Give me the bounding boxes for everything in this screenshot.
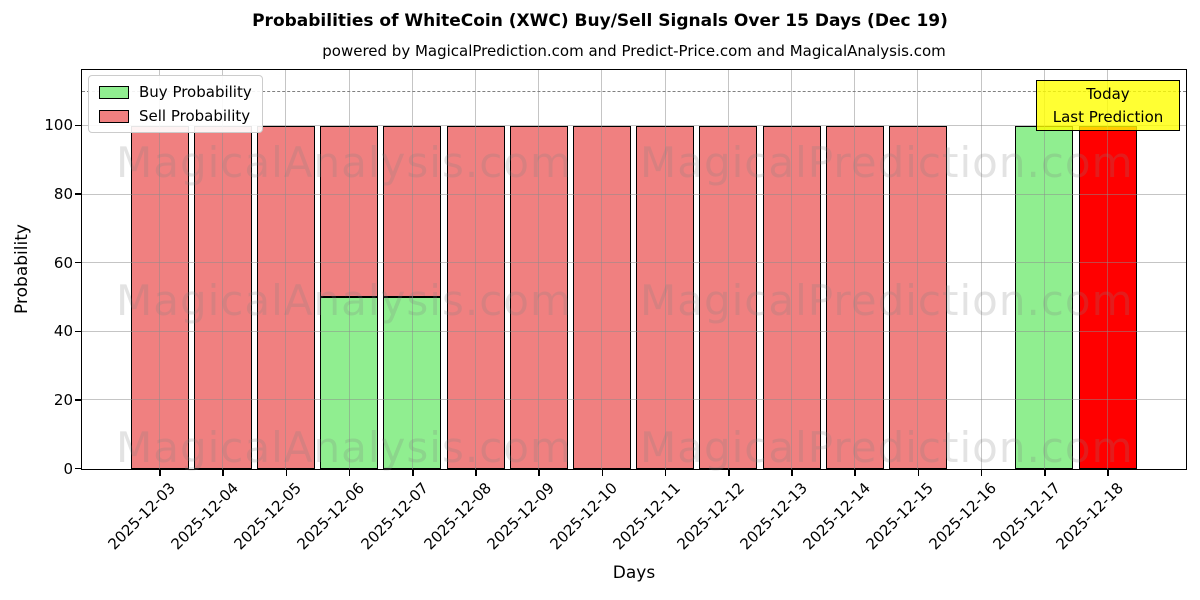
watermark-text: MagicalAnalysis.com [116,276,572,325]
gridline-vertical [348,70,350,469]
y-tick-label: 0 [63,459,73,478]
y-tick-mark [75,467,81,470]
x-axis-label: Days [612,563,656,583]
x-tick-label: 2025-12-03 [104,479,179,554]
x-tick-label: 2025-12-04 [167,479,242,554]
x-tick-mark [601,470,604,476]
x-tick-label: 2025-12-07 [357,479,432,554]
watermark-text: MagicalPrediction.com [640,138,1134,187]
x-tick-label: 2025-12-17 [989,479,1064,554]
gridline-vertical [222,70,224,469]
x-tick-label: 2025-12-13 [736,479,811,554]
legend: Buy Probability Sell Probability [88,75,263,133]
legend-item-buy: Buy Probability [99,83,252,101]
x-tick-label: 2025-12-18 [1052,479,1127,554]
gridline-vertical [1107,70,1108,469]
gridline-vertical [601,70,603,469]
x-tick-mark [1107,470,1109,476]
watermark-text: MagicalPrediction.com [640,276,1134,325]
chart-subtitle: powered by MagicalPrediction.com and Pre… [322,42,946,60]
today-annotation: Today Last Prediction [1036,80,1180,131]
plot-area: Buy Probability Sell Probability Today L… [81,69,1187,472]
gridline-vertical [727,70,729,469]
x-tick-label: 2025-12-12 [673,479,748,554]
gridline-vertical [538,70,540,469]
buy-probability-swatch-icon [99,85,129,99]
x-tick-label: 2025-12-14 [799,479,874,554]
annotation-line-2: Last Prediction [1052,107,1164,126]
gridline-vertical [980,70,982,469]
y-tick-mark [75,193,81,195]
y-tick-label: 40 [53,322,73,341]
x-tick-label: 2025-12-11 [609,479,685,554]
x-tick-label: 2025-12-15 [862,479,938,554]
threshold-line [82,90,1186,92]
watermark-text: MagicalAnalysis.com [116,138,572,187]
gridline-horizontal [82,262,1186,264]
x-tick-mark [348,470,351,476]
legend-label-sell: Sell Probability [139,107,251,125]
x-tick-label: 2025-12-16 [925,479,1001,554]
y-tick-label: 20 [53,390,73,409]
gridline-horizontal [82,399,1186,401]
x-tick-label: 2025-12-05 [230,479,306,554]
chart-title: Probabilities of WhiteCoin (XWC) Buy/Sel… [252,11,948,31]
sell-probability-swatch-icon [99,109,129,123]
x-tick-label: 2025-12-06 [293,479,369,554]
y-tick-label: 100 [44,116,73,135]
gridline-vertical [664,70,666,469]
gridline-horizontal [82,330,1186,332]
gridline-vertical [159,70,160,469]
x-tick-mark [980,470,983,476]
x-tick-mark [791,470,793,476]
x-tick-label: 2025-12-09 [483,479,558,554]
legend-item-sell: Sell Probability [99,107,252,125]
gridline-vertical [1043,70,1045,469]
gridline-vertical [791,70,792,469]
y-tick-label: 80 [53,185,73,204]
x-tick-mark [917,470,920,476]
gridline-vertical [285,70,287,469]
x-tick-mark [854,470,856,476]
x-tick-mark [222,470,224,476]
x-tick-label: 2025-12-08 [420,479,495,554]
x-tick-mark [664,470,667,476]
y-tick-mark [75,399,81,401]
x-tick-mark [159,470,161,476]
y-tick-mark [75,330,81,332]
watermark-text: MagicalAnalysis.com [116,423,572,472]
y-tick-mark [75,124,81,127]
x-tick-label: 2025-12-10 [546,479,622,554]
x-tick-mark [412,470,414,476]
x-tick-mark [1044,470,1046,476]
watermark-text: MagicalPrediction.com [640,423,1134,472]
gridline-horizontal [82,124,1186,126]
annotation-line-1: Today [1086,85,1130,103]
x-tick-mark [728,470,730,476]
x-tick-mark [538,470,540,476]
gridline-vertical [475,70,476,469]
y-tick-mark [75,261,81,264]
y-tick-label: 60 [53,253,73,272]
gridline-horizontal [82,193,1186,195]
gridline-vertical [917,70,919,469]
gridline-vertical [411,70,413,469]
legend-label-buy: Buy Probability [139,83,252,101]
x-tick-mark [285,470,288,476]
x-tick-mark [475,470,477,476]
gridline-vertical [854,70,856,469]
